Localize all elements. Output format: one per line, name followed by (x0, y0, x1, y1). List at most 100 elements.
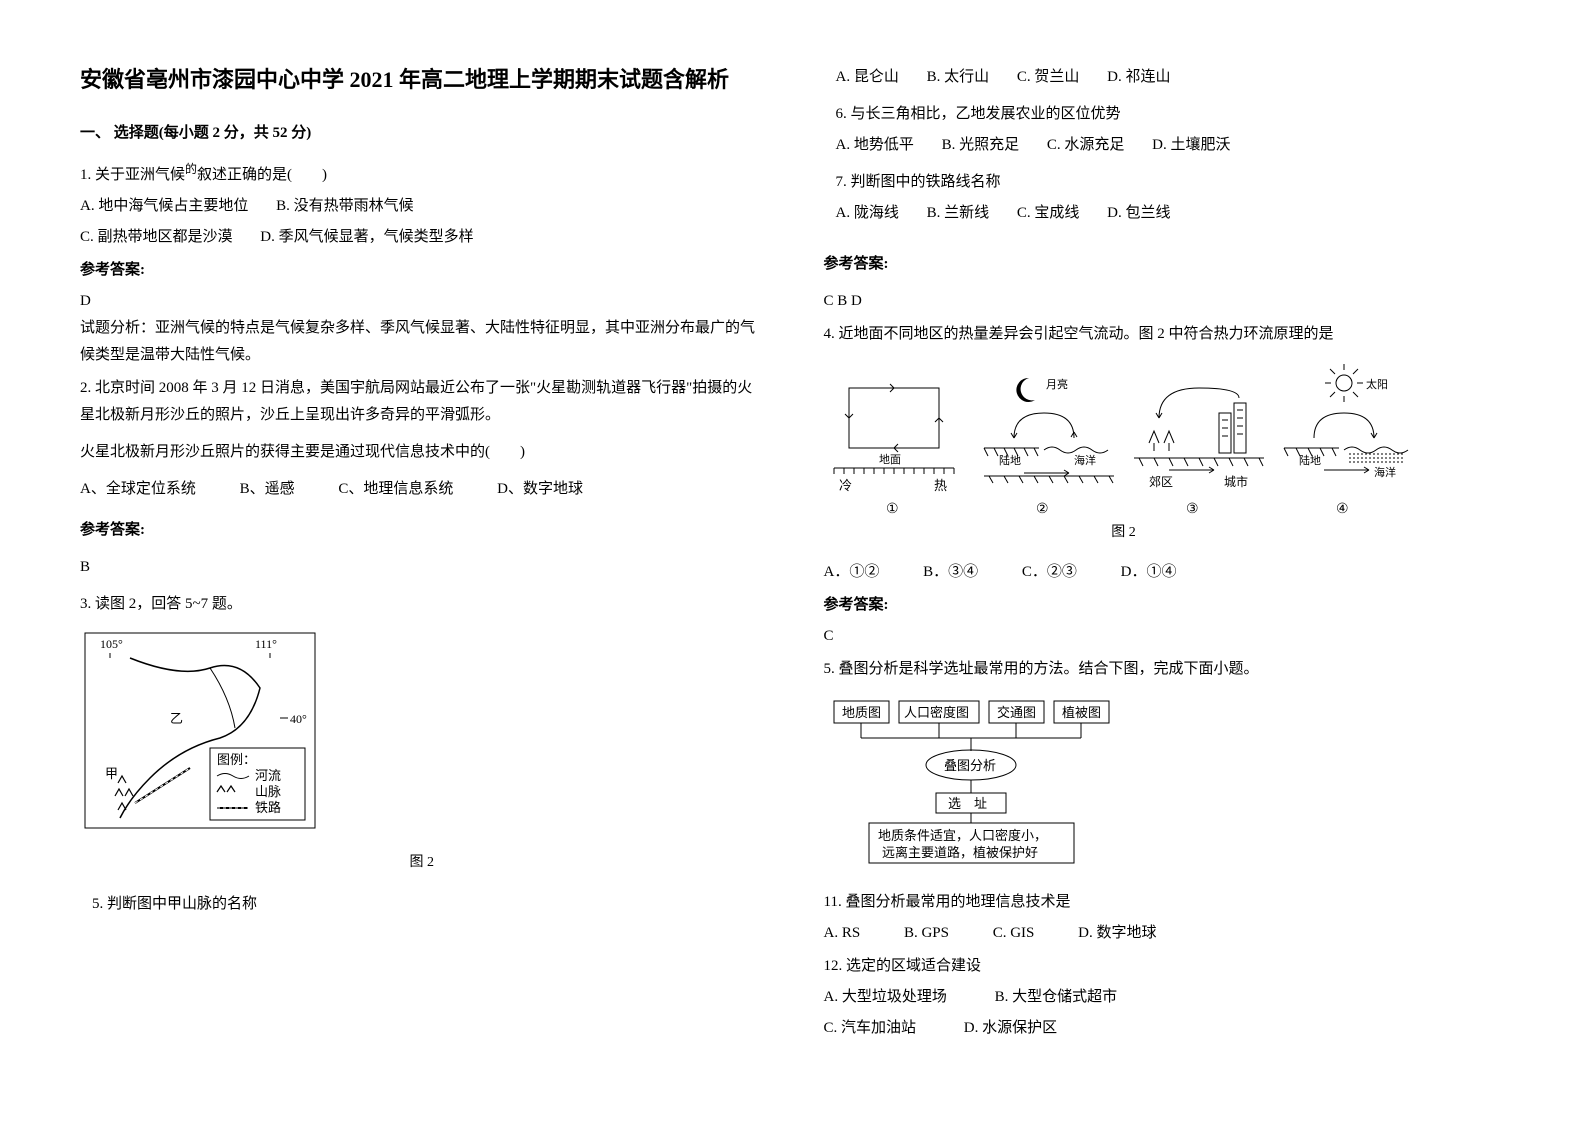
q6-opt-b: B. 光照充足 (942, 137, 1020, 153)
q11-opt-d: D. 数字地球 (1078, 925, 1156, 941)
q2-opt-c: C、地理信息系统 (338, 481, 453, 497)
svg-text:②: ② (1036, 502, 1049, 517)
q4-opt-a: A．①② (824, 564, 880, 580)
section-1-head: 一、 选择题(每小题 2 分，共 52 分) (80, 120, 764, 147)
q1-answer: D (80, 288, 764, 315)
svg-text:冷: 冷 (839, 478, 852, 493)
q7-opt-d: D. 包兰线 (1107, 205, 1170, 221)
q5-12-options-row2: C. 汽车加油站 D. 水源保护区 (824, 1015, 1508, 1042)
lon-111: 111° (255, 637, 277, 651)
legend-mountain: 山脉 (255, 784, 281, 799)
q3-5-options: A. 昆仑山 B. 太行山 C. 贺兰山 D. 祁连山 (836, 64, 1508, 91)
question-2-sub: 火星北极新月形沙丘照片的获得主要是通过现代信息技术中的( ) (80, 439, 764, 466)
q6-opt-d: D. 土壤肥沃 (1152, 137, 1230, 153)
q1-options-row2: C. 副热带地区都是沙漠 D. 季风气候显著，气候类型多样 (80, 224, 764, 251)
q5-sub12: 12. 选定的区域适合建设 (824, 953, 1508, 980)
svg-text:郊区: 郊区 (1149, 475, 1173, 489)
q1-explanation: 试题分析：亚洲气候的特点是气候复杂多样、季风气候显著、大陆性特征明显，其中亚洲分… (80, 315, 764, 369)
q3-answer-label: 参考答案: (824, 251, 1508, 278)
svg-text:人口密度图: 人口密度图 (904, 705, 969, 720)
svg-text:热: 热 (934, 478, 947, 493)
svg-text:地质条件适宜，人口密度小，: 地质条件适宜，人口密度小， (878, 828, 1047, 843)
q1-opt-a: A. 地中海气候占主要地位 (80, 198, 248, 214)
exam-title: 安徽省亳州市漆园中心中学 2021 年高二地理上学期期末试题含解析 (80, 60, 764, 100)
q1-stem-part1: 1. 关于亚洲气候 (80, 167, 185, 183)
q1-stem-part2: 叙述正确的是( ) (197, 167, 327, 183)
svg-text:甲: 甲 (105, 766, 118, 781)
q5-opt-a: A. 昆仑山 (836, 69, 899, 85)
legend-river: 河流 (255, 768, 281, 783)
lon-105: 105° (100, 637, 123, 651)
figure-2-map: 105° 111° 40° 甲 乙 (80, 628, 764, 875)
q2-opt-d: D、数字地球 (497, 481, 583, 497)
q5-opt-d: D. 祁连山 (1107, 69, 1170, 85)
question-3-stem: 3. 读图 2，回答 5~7 题。 (80, 591, 764, 618)
q4-opt-d: D．①④ (1121, 564, 1177, 580)
q5-opt-c: C. 贺兰山 (1017, 69, 1080, 85)
q5-sub11: 11. 叠图分析最常用的地理信息技术是 (824, 889, 1508, 916)
q11-opt-a: A. RS (824, 925, 861, 941)
fig-thermal-caption: 图 2 (824, 520, 1424, 545)
svg-text:④: ④ (1336, 502, 1349, 517)
svg-text:地质图: 地质图 (842, 705, 881, 720)
q6-opt-a: A. 地势低平 (836, 137, 914, 153)
q3-sub6: 6. 与长三角相比，乙地发展农业的区位优势 (836, 101, 1508, 128)
svg-text:地面: 地面 (879, 453, 901, 466)
q1-options-row1: A. 地中海气候占主要地位 B. 没有热带雨林气候 (80, 193, 764, 220)
left-column: 安徽省亳州市漆园中心中学 2021 年高二地理上学期期末试题含解析 一、 选择题… (80, 60, 764, 1062)
q5-11-options: A. RS B. GPS C. GIS D. 数字地球 (824, 920, 1508, 947)
right-column: A. 昆仑山 B. 太行山 C. 贺兰山 D. 祁连山 6. 与长三角相比，乙地… (824, 60, 1508, 1062)
q3-answer: C B D (824, 288, 1508, 315)
q2-opt-a: A、全球定位系统 (80, 481, 196, 497)
q11-opt-c: C. GIS (993, 925, 1035, 941)
svg-text:叠图分析: 叠图分析 (944, 758, 996, 773)
q2-answer: B (80, 554, 764, 581)
q3-6-options: A. 地势低平 B. 光照充足 C. 水源充足 D. 土壤肥沃 (836, 132, 1508, 159)
svg-text:选 址: 选 址 (948, 796, 987, 811)
q12-opt-b: B. 大型仓储式超市 (995, 989, 1118, 1005)
svg-text:陆地: 陆地 (1299, 453, 1321, 467)
legend-railway: 铁路 (255, 800, 281, 815)
legend-title: 图例： (217, 752, 256, 767)
svg-text:交通图: 交通图 (997, 705, 1036, 720)
q7-opt-a: A. 陇海线 (836, 205, 899, 221)
q5-opt-b: B. 太行山 (927, 69, 990, 85)
q1-de: 的 (185, 162, 197, 176)
question-1: 1. 关于亚洲气候的叙述正确的是( ) (80, 159, 764, 189)
q7-opt-b: B. 兰新线 (927, 205, 990, 221)
q3-7-options: A. 陇海线 B. 兰新线 C. 宝成线 D. 包兰线 (836, 200, 1508, 227)
q1-answer-label: 参考答案: (80, 257, 764, 284)
question-2-stem: 2. 北京时间 2008 年 3 月 12 日消息，美国宇航局网站最近公布了一张… (80, 375, 764, 429)
figure-overlay-analysis: 地质图 人口密度图 交通图 植被图 叠图分析 选 址 地质条件适宜，人口密度 (824, 693, 1508, 873)
lat-40: 40° (290, 712, 307, 726)
svg-text:①: ① (886, 502, 899, 517)
q7-opt-c: C. 宝成线 (1017, 205, 1080, 221)
q3-sub5: 5. 判断图中甲山脉的名称 (92, 891, 764, 918)
q4-answer-label: 参考答案: (824, 592, 1508, 619)
svg-text:海洋: 海洋 (1074, 453, 1096, 467)
q3-sub7: 7. 判断图中的铁路线名称 (836, 169, 1508, 196)
question-4-stem: 4. 近地面不同地区的热量差异会引起空气流动。图 2 中符合热力环流原理的是 (824, 321, 1508, 348)
svg-text:城市: 城市 (1224, 474, 1248, 489)
q4-answer: C (824, 623, 1508, 650)
q6-opt-c: C. 水源充足 (1047, 137, 1125, 153)
svg-text:陆地: 陆地 (999, 453, 1021, 467)
q1-opt-c: C. 副热带地区都是沙漠 (80, 229, 233, 245)
q4-opt-b: B．③④ (923, 564, 978, 580)
svg-text:月亮: 月亮 (1046, 377, 1068, 391)
question-5-stem: 5. 叠图分析是科学选址最常用的方法。结合下图，完成下面小题。 (824, 656, 1508, 683)
q2-answer-label: 参考答案: (80, 517, 764, 544)
q12-opt-d: D. 水源保护区 (964, 1020, 1057, 1036)
q4-options: A．①② B．③④ C．②③ D．①④ (824, 559, 1508, 586)
q1-opt-d: D. 季风气候显著，气候类型多样 (260, 229, 473, 245)
q1-opt-b: B. 没有热带雨林气候 (276, 198, 414, 214)
q12-opt-a: A. 大型垃圾处理场 (824, 989, 947, 1005)
q2-opt-b: B、遥感 (240, 481, 295, 497)
q5-12-options-row1: A. 大型垃圾处理场 B. 大型仓储式超市 (824, 984, 1508, 1011)
svg-text:太阳: 太阳 (1366, 378, 1388, 391)
svg-text:③: ③ (1186, 502, 1199, 517)
figure-thermal-circulation: 地面 冷 热 ① 月亮 陆地 海洋 ② (824, 358, 1508, 545)
svg-text:远离主要道路，植被保护好: 远离主要道路，植被保护好 (882, 845, 1038, 860)
q11-opt-b: B. GPS (904, 925, 949, 941)
q2-options: A、全球定位系统 B、遥感 C、地理信息系统 D、数字地球 (80, 476, 764, 503)
